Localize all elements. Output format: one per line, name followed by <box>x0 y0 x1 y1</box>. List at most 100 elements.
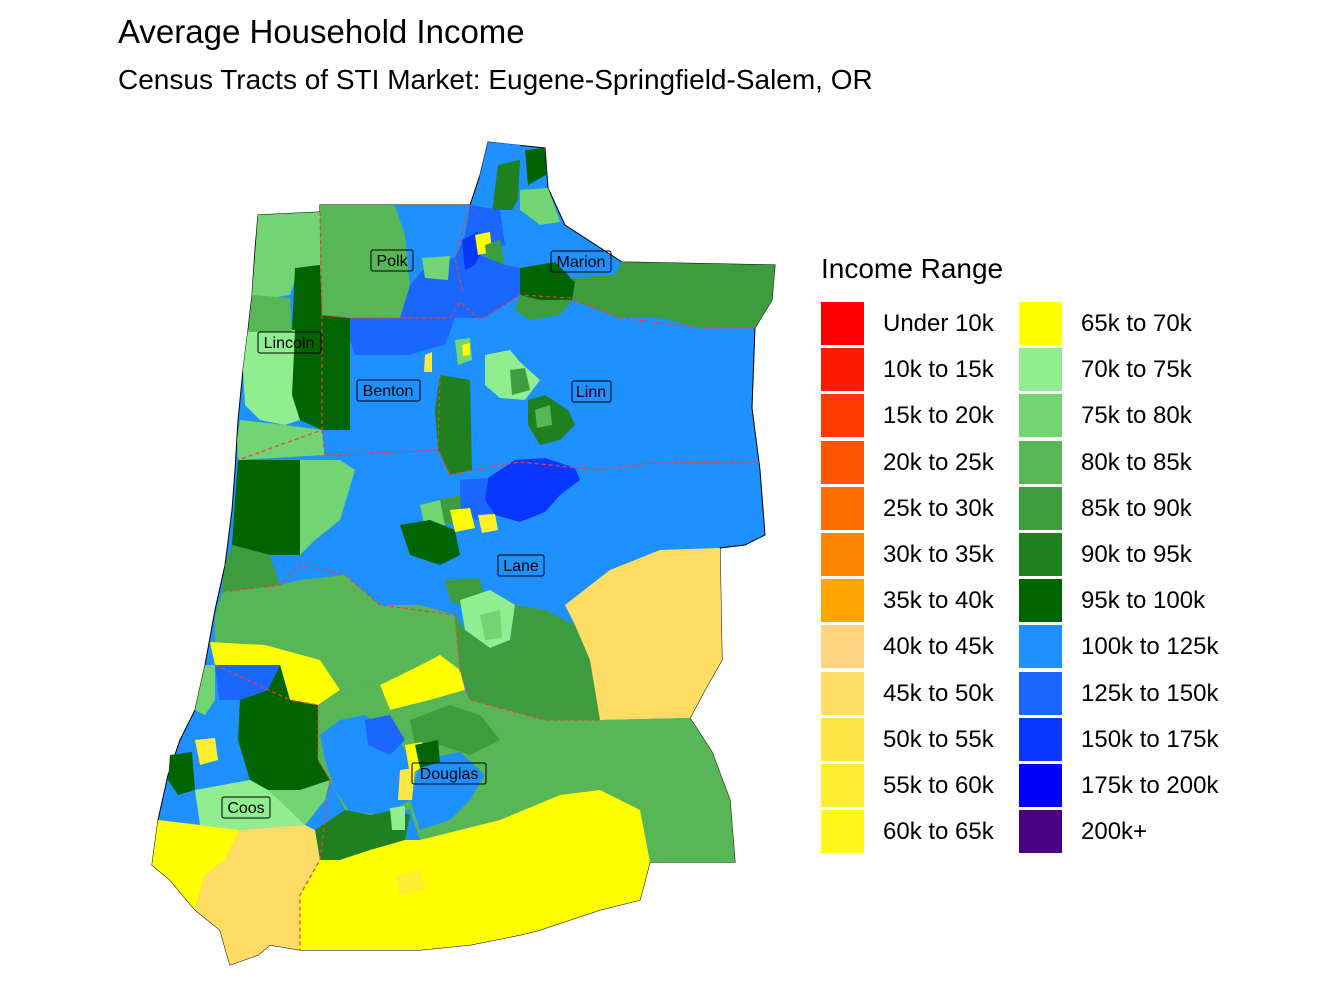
tract-region <box>510 368 530 395</box>
county-boundary <box>437 374 441 451</box>
tract-region <box>400 520 460 565</box>
legend-swatch <box>821 810 864 854</box>
tract-region <box>525 148 546 185</box>
tract-region <box>168 752 195 795</box>
legend-swatch <box>1019 440 1062 484</box>
tract-region <box>215 665 280 705</box>
legend-label: Under 10k <box>883 310 994 337</box>
legend-swatch <box>821 717 864 761</box>
tract-region <box>455 605 600 720</box>
legend-label: 80k to 85k <box>1081 448 1192 476</box>
tract-region <box>478 514 498 533</box>
county-labels: Polk Marion Lincoln Benton Linn Lane Dou… <box>221 249 612 819</box>
tract-region <box>450 508 475 532</box>
tract-region <box>395 870 425 895</box>
legend-title: Income Range <box>821 253 1004 284</box>
legend-swatch <box>821 625 864 669</box>
tract-region <box>515 295 572 320</box>
tract-region <box>520 188 560 225</box>
tract-region <box>252 212 320 300</box>
tract-region <box>398 768 415 800</box>
legend-swatch <box>821 671 864 715</box>
tract-region <box>425 318 485 380</box>
tract-region <box>210 642 340 705</box>
legend-label: 20k to 25k <box>883 448 994 476</box>
legend-label: 50k to 55k <box>883 725 994 753</box>
tract-region <box>415 740 440 768</box>
tract-region <box>535 405 552 428</box>
legend-swatch <box>821 440 864 484</box>
county-boundary <box>319 211 755 329</box>
tract-region <box>290 265 350 430</box>
tract-region <box>485 458 580 522</box>
county-boundaries <box>214 204 761 950</box>
tract-region <box>195 738 218 765</box>
tract-region <box>270 540 345 585</box>
legend-swatch <box>1019 717 1062 761</box>
tract-region <box>455 255 520 318</box>
svg-text:Coos: Coos <box>227 800 264 817</box>
legend-label: 15k to 20k <box>883 402 994 430</box>
legend-swatch <box>1019 810 1062 854</box>
tract-region <box>395 205 470 285</box>
legend-swatch <box>1019 579 1062 623</box>
tract-region <box>320 205 410 318</box>
legend-label: 25k to 30k <box>883 494 994 522</box>
map-subtitle: Census Tracts of STI Market: Eugene-Spri… <box>118 64 873 95</box>
tract-region <box>500 210 570 268</box>
svg-text:Douglas: Douglas <box>420 766 479 783</box>
legend-label: 100k to 125k <box>1081 633 1219 661</box>
county-label-lane: Lane <box>497 554 545 577</box>
tract-region <box>390 806 405 830</box>
tract-region <box>565 548 722 720</box>
tract-region <box>210 700 240 748</box>
tract-region <box>424 352 432 372</box>
tract-region <box>238 665 330 790</box>
svg-text:Lane: Lane <box>503 558 539 575</box>
legend-swatch <box>1019 625 1062 669</box>
legend-swatch <box>821 579 864 623</box>
tract-region <box>300 790 650 950</box>
legend-label: 55k to 60k <box>883 771 994 799</box>
county-boundary <box>321 429 761 476</box>
tract-region <box>237 420 325 460</box>
county-boundary <box>221 564 600 721</box>
county-label-marion: Marion <box>550 250 612 273</box>
legend-swatch <box>821 763 864 807</box>
legend-swatch <box>1019 486 1062 530</box>
county-label-polk: Polk <box>370 249 414 272</box>
legend-swatch <box>821 486 864 530</box>
tract-region <box>422 256 450 280</box>
tract-region <box>380 655 465 710</box>
legend-swatch <box>1019 348 1062 392</box>
legend-swatch <box>1019 763 1062 807</box>
tract-region <box>322 350 440 455</box>
legend-label: 45k to 50k <box>883 679 994 707</box>
legend-label: 35k to 40k <box>883 587 994 615</box>
svg-text:Linn: Linn <box>576 384 606 401</box>
census-tract-regions <box>151 141 776 966</box>
tract-region <box>215 575 460 690</box>
legend-swatch <box>821 348 864 392</box>
legend-swatch <box>1019 394 1062 438</box>
county-label-linn: Linn <box>571 380 612 403</box>
legend-label: 30k to 35k <box>883 540 994 568</box>
legend-label: 60k to 65k <box>883 818 994 846</box>
tract-region <box>365 715 405 755</box>
tract-region <box>222 545 280 592</box>
legend-label: 65k to 70k <box>1081 310 1192 337</box>
tract-region <box>243 330 300 425</box>
legend-label: 150k to 175k <box>1081 725 1219 753</box>
svg-text:Lincoln: Lincoln <box>264 335 315 352</box>
tract-region <box>195 825 320 965</box>
tract-region <box>435 375 472 475</box>
legend-label: 40k to 45k <box>883 633 994 661</box>
county-label-lincoln: Lincoln <box>257 331 322 354</box>
tract-region <box>570 262 775 328</box>
county-boundary <box>214 664 331 950</box>
tract-region <box>555 250 622 278</box>
legend-label: 85k to 90k <box>1081 494 1192 522</box>
tract-region <box>462 343 470 356</box>
svg-text:Benton: Benton <box>363 383 414 400</box>
